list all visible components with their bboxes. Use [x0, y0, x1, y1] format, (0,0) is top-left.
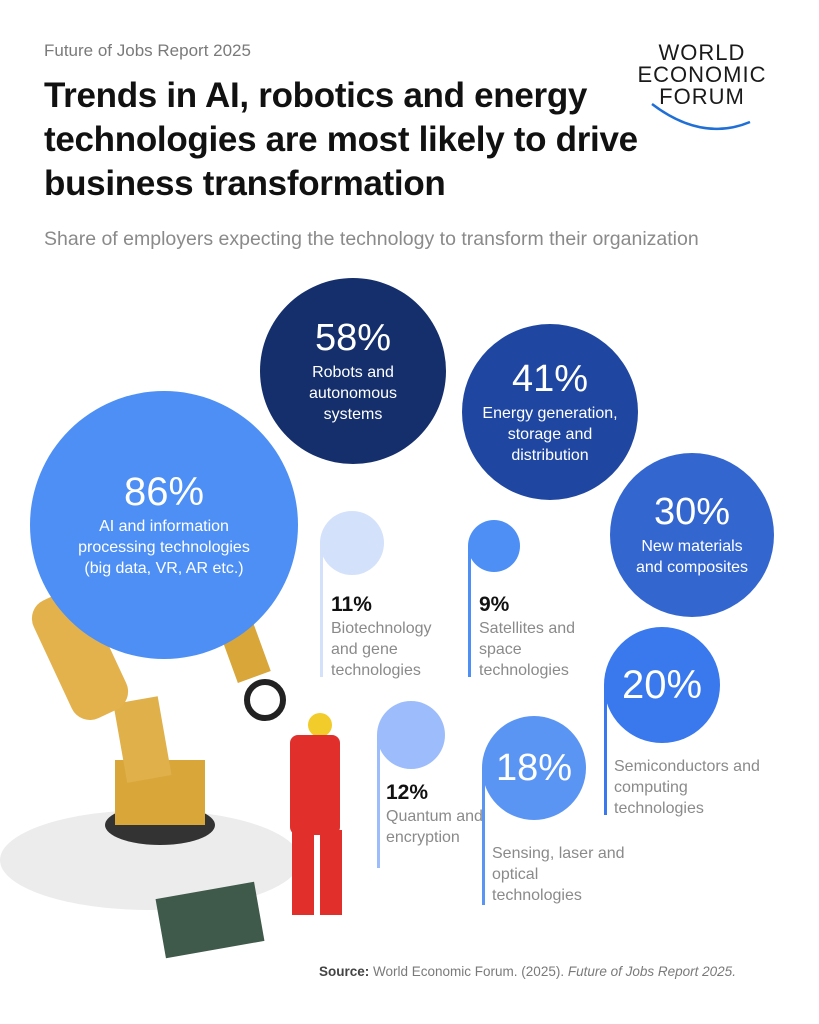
- bubble-label: Quantum and encryption: [386, 808, 483, 846]
- bubble-41: 41% Energy generation, storage and distri…: [462, 324, 638, 500]
- bubble-caption: 11% Biotechnology and gene technologies: [331, 592, 461, 681]
- bubble-20: 20%: [604, 627, 720, 743]
- bubble-caption: 12% Quantum and encryption: [386, 780, 486, 848]
- report-kicker: Future of Jobs Report 2025: [44, 41, 251, 60]
- leader-line: [377, 735, 380, 868]
- leader-line: [604, 685, 607, 815]
- bubble-value: 11%: [331, 593, 372, 616]
- bubble-label: New materials and composites: [635, 538, 749, 576]
- bubble-value: 86%: [123, 469, 205, 514]
- bubble-label: Semiconductors and computing technologie…: [614, 758, 760, 817]
- bubble-label: Sensing, laser and optical technologies: [492, 845, 625, 904]
- wef-logo: WORLD ECONOMIC FORUM: [622, 42, 782, 131]
- bubble-value: 18%: [495, 747, 573, 789]
- source-label: Source:: [319, 964, 370, 979]
- bubble-label: Satellites and space technologies: [479, 620, 576, 679]
- bubble-value: 9%: [479, 593, 510, 616]
- leader-line: [468, 546, 471, 677]
- bubble-label: Biotechnology and gene technologies: [331, 620, 432, 679]
- bubble-86: 86% AI and information processing technol…: [30, 391, 298, 659]
- source-text: World Economic Forum. (2025).: [369, 964, 568, 979]
- logo-arc-icon: [651, 103, 751, 131]
- subtitle: Share of employers expecting the technol…: [44, 228, 699, 250]
- bubble-30: 30% New materials and composites: [610, 453, 774, 617]
- source-title: Future of Jobs Report 2025.: [567, 964, 736, 979]
- bubble-caption: Semiconductors and computing technologie…: [614, 756, 764, 819]
- bubble-58: 58% Robots and autonomous systems: [260, 278, 446, 464]
- bubble-18: 18%: [482, 716, 586, 820]
- bubble-value: 20%: [621, 663, 703, 707]
- bubble-label: AI and information processing technologi…: [78, 517, 250, 577]
- bubble-11: [320, 511, 384, 575]
- bubble-value: 58%: [314, 316, 392, 359]
- bubble-9: [468, 520, 520, 572]
- page-title: Trends in AI, robotics and energy techno…: [44, 76, 638, 203]
- bubble-label: Robots and autonomous systems: [308, 363, 398, 423]
- leader-line: [482, 768, 485, 905]
- bubble-value: 41%: [511, 357, 589, 400]
- bubble-value: 12%: [386, 781, 429, 804]
- bubble-caption: Sensing, laser and optical technologies: [492, 843, 632, 906]
- bubble-value: 30%: [653, 491, 731, 533]
- leader-line: [320, 543, 323, 677]
- bubble-12: [377, 701, 445, 769]
- bubble-caption: 9% Satellites and space technologies: [479, 592, 609, 681]
- bubble-label: Energy generation, storage and distribut…: [482, 404, 618, 464]
- source-note: Source: World Economic Forum. (2025). Fu…: [319, 964, 736, 979]
